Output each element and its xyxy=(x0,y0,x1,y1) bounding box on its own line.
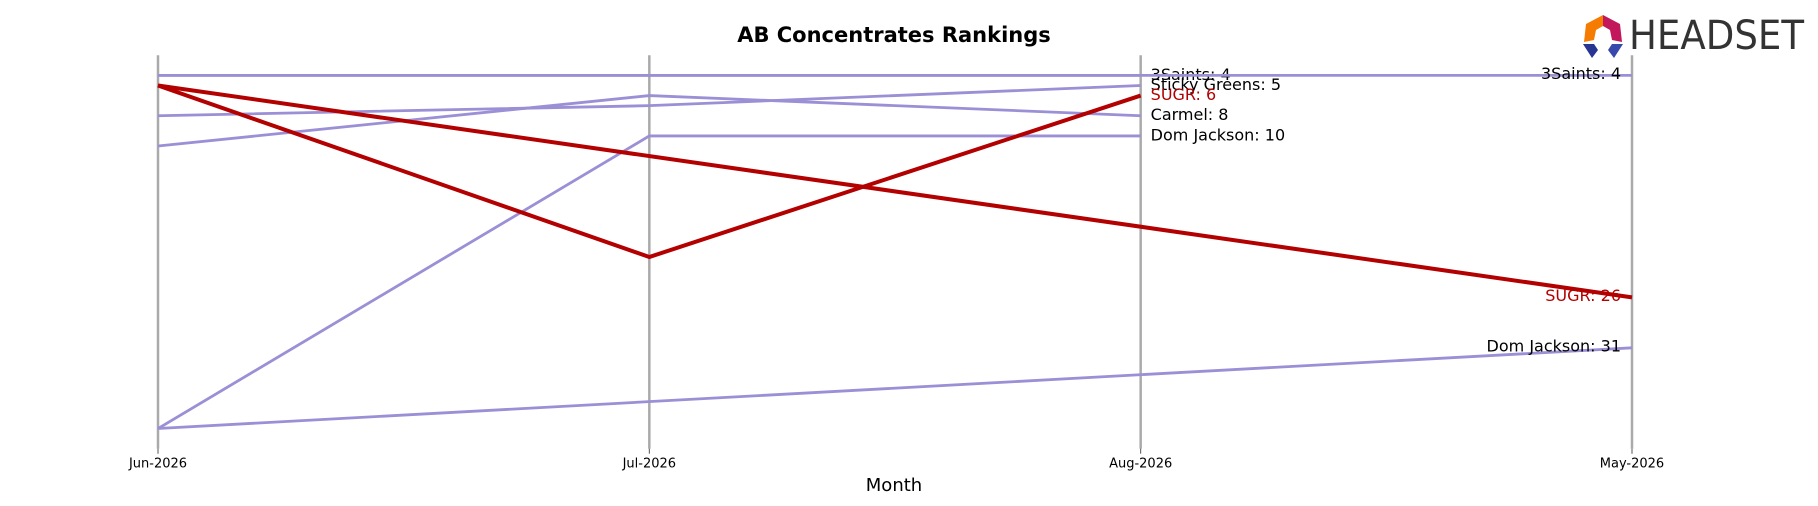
x-axis-label: Month xyxy=(866,475,922,496)
end-label: SUGR: 26 xyxy=(1545,286,1621,305)
logo-mark xyxy=(1603,15,1622,42)
series-line xyxy=(157,134,1141,430)
end-label: Carmel: 8 xyxy=(1151,105,1229,124)
series-line xyxy=(157,346,1633,430)
end-label: 3Saints: 4 xyxy=(1541,64,1621,83)
end-label: Dom Jackson: 10 xyxy=(1151,125,1285,144)
x-tick-label: May-2026 xyxy=(1600,457,1664,472)
logo-mark xyxy=(1584,15,1603,42)
x-tick-label: Aug-2026 xyxy=(1109,457,1172,472)
logo: HEADSET xyxy=(1583,13,1805,59)
logo-text: HEADSET xyxy=(1629,13,1805,59)
logo-mark xyxy=(1608,44,1623,58)
x-tick-label: Jul-2026 xyxy=(622,457,676,472)
series-line xyxy=(157,84,1141,118)
series-line xyxy=(157,83,1633,300)
end-label: SUGR: 6 xyxy=(1151,85,1217,104)
chart-title: AB Concentrates Rankings xyxy=(737,23,1051,47)
end-label: Dom Jackson: 31 xyxy=(1487,336,1621,355)
logo-mark xyxy=(1583,44,1598,58)
series-line xyxy=(157,83,1142,260)
end-label: Sticky Greens: 5 xyxy=(1151,75,1281,94)
x-tick-label: Jun-2026 xyxy=(128,457,187,472)
series-line xyxy=(157,94,1141,148)
